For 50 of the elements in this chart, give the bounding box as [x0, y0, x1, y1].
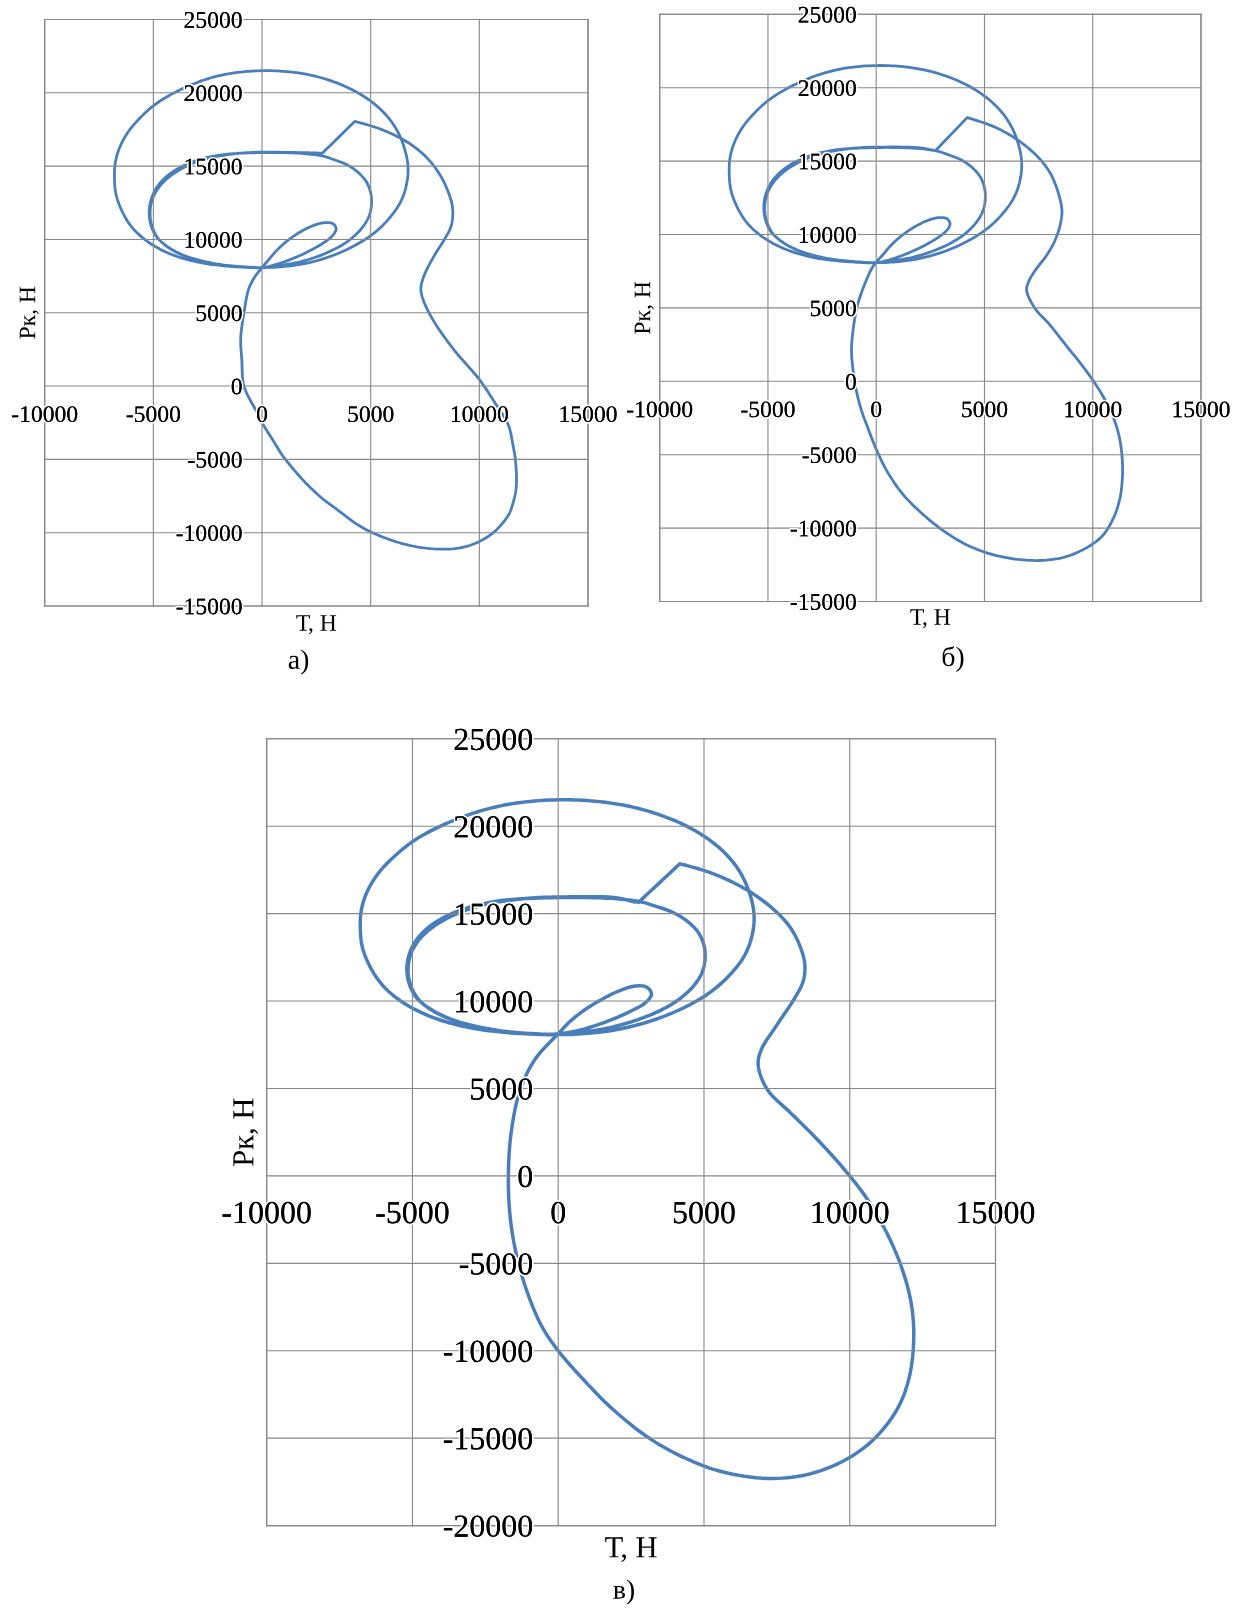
y-tick-label: -10000	[790, 520, 856, 537]
x-tick-label: -10000	[222, 1201, 311, 1224]
y-tick-label: 15000	[456, 903, 532, 926]
x-tick-label: -10000	[627, 401, 693, 418]
y-tick-label: -10000	[443, 1340, 532, 1363]
x-tick-label: -10000	[12, 406, 78, 423]
y-tick-label: 20000	[798, 80, 856, 97]
y-tick-label: 20000	[184, 85, 242, 102]
x-axis-title: Т, Н	[296, 615, 337, 635]
y-tick-label: 15000	[185, 158, 242, 175]
text: б)	[942, 646, 964, 672]
x-tick-label: 15000	[560, 406, 617, 423]
x-axis-title: Т, Н	[605, 1537, 657, 1563]
y-tick-label: 0	[845, 373, 856, 390]
y-tick-label: -15000	[790, 593, 856, 610]
x-tick-label: 0	[871, 401, 882, 418]
x-tick-label: 15000	[958, 1201, 1035, 1224]
y-tick-label: -20000	[443, 1515, 532, 1537]
y-tick-label: 0	[231, 378, 242, 395]
y-axis-title: Рк, Н	[19, 286, 39, 339]
y-tick-label: 10000	[456, 990, 532, 1013]
x-tick-label: 5000	[673, 1201, 735, 1224]
y-tick-label: 0	[518, 1165, 532, 1188]
x-tick-label: 15000	[1173, 401, 1230, 418]
y-tick-label: -10000	[176, 525, 242, 542]
x-tick-label: 5000	[348, 406, 394, 423]
y-axis-title: Рк, Н	[634, 281, 654, 334]
y-tick-label: -5000	[188, 451, 242, 468]
y-tick-label: 25000	[184, 11, 242, 28]
text: в)	[613, 1579, 634, 1605]
x-tick-label: -5000	[741, 401, 795, 418]
x-tick-label: 5000	[962, 401, 1008, 418]
y-tick-label: 20000	[454, 816, 532, 838]
y-tick-label: 10000	[185, 231, 242, 248]
y-tick-label: 5000	[810, 300, 856, 317]
text: а)	[288, 649, 309, 675]
x-axis-title: Т, Н	[910, 609, 951, 629]
x-tick-label: -5000	[126, 406, 180, 423]
x-tick-label: 0	[257, 406, 268, 423]
y-tick-label: 25000	[454, 728, 532, 751]
y-tick-label: -15000	[176, 598, 242, 615]
y-tick-label: 5000	[196, 305, 242, 322]
y-tick-label: -15000	[443, 1428, 532, 1450]
y-tick-label: 10000	[799, 226, 856, 243]
x-tick-label: -5000	[376, 1201, 449, 1224]
y-axis-title: Рк, Н	[233, 1098, 259, 1166]
y-tick-label: 15000	[799, 153, 856, 170]
x-tick-label: 0	[551, 1201, 565, 1224]
y-tick-label: -5000	[802, 447, 856, 464]
y-tick-label: 25000	[798, 6, 856, 23]
